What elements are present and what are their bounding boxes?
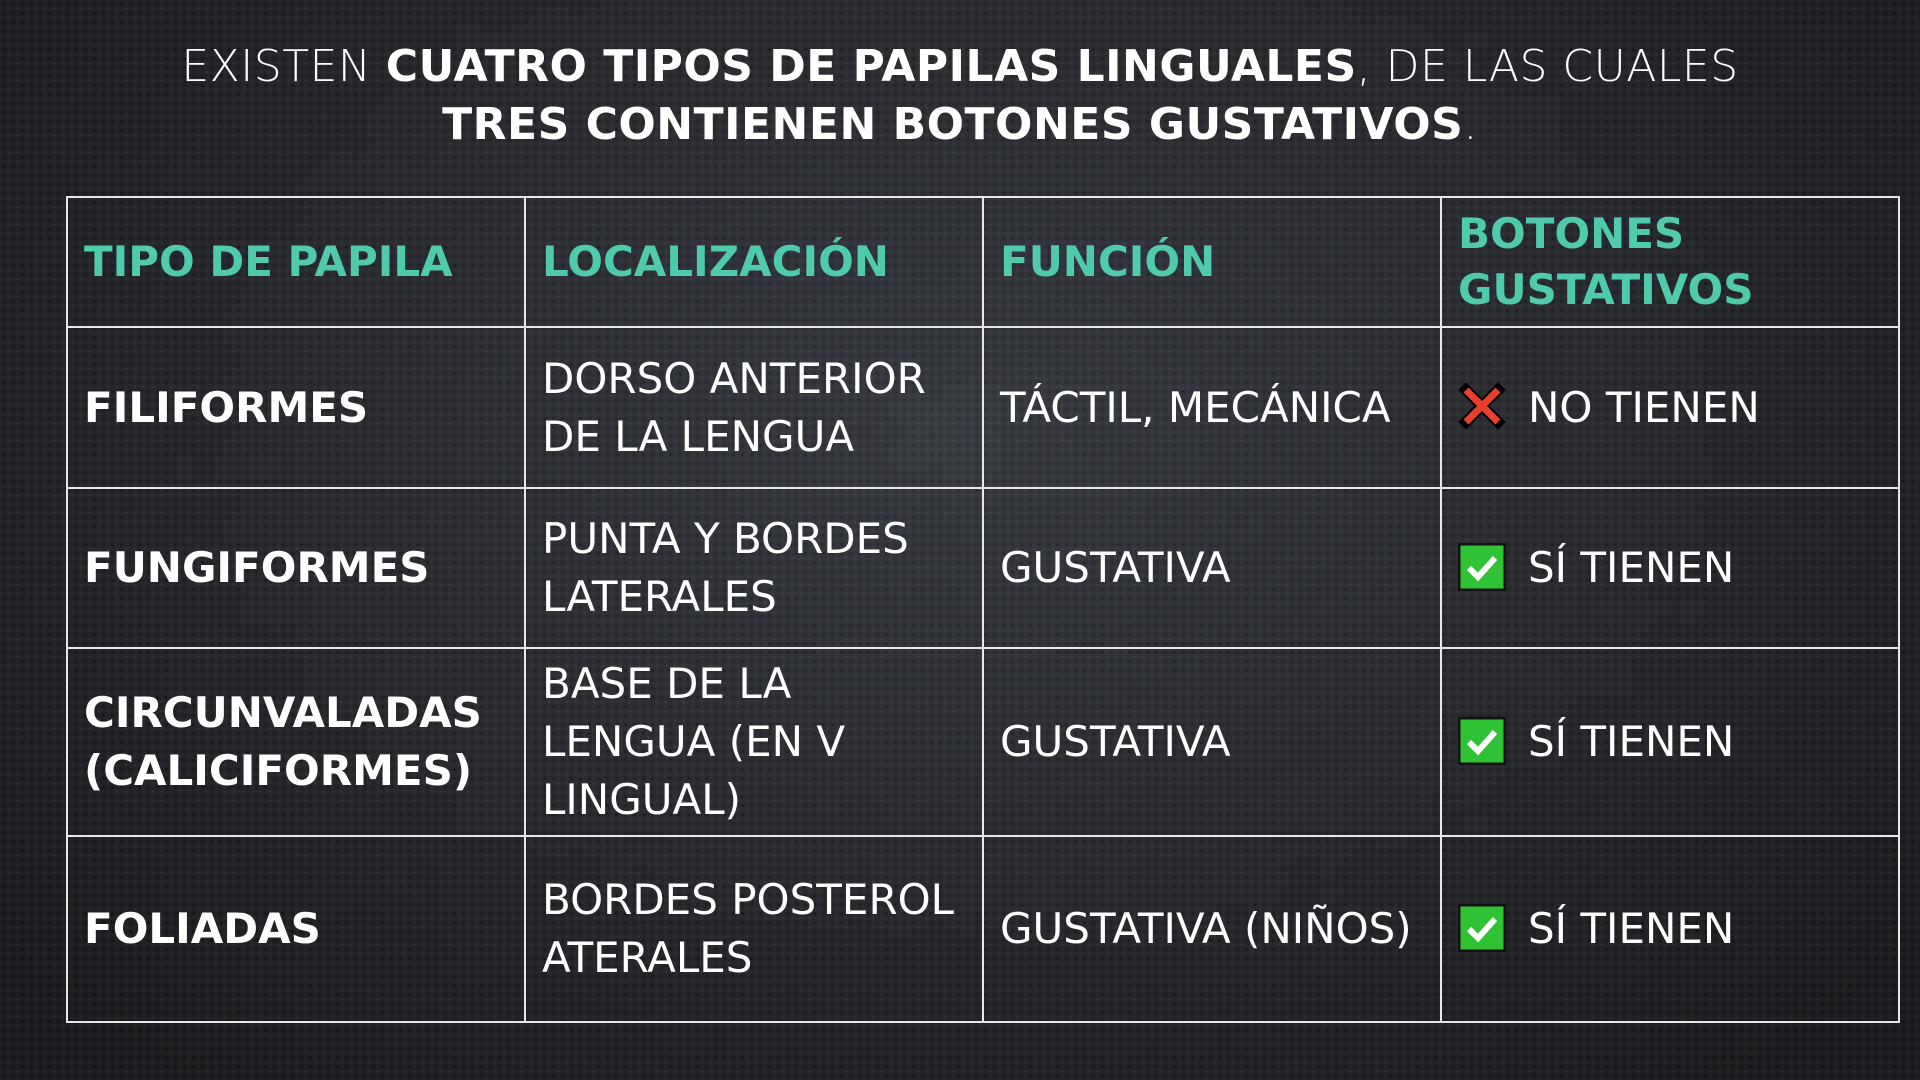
botones-text: NO TIENEN [1528, 382, 1760, 432]
title-bold: TRES CONTIENEN BOTONES GUSTATIVOS [442, 99, 1464, 150]
title-bold: CUATRO TIPOS DE PAPILAS LINGUALES [385, 41, 1357, 92]
table-row: FOLIADAS BORDES POSTEROLATERALES GUSTATI… [66, 835, 1900, 1023]
title-text: , DE LAS CUALES [1356, 41, 1739, 92]
red-x-icon [1458, 382, 1506, 430]
cell-funcion: GUSTATIVA [982, 647, 1442, 837]
cell-botones: NO TIENEN [1440, 326, 1900, 489]
table-row: CIRCUNVALADAS (CALICIFORMES) BASE DE LA … [66, 647, 1900, 837]
botones-text: SÍ TIENEN [1528, 543, 1735, 592]
cell-botones: SÍ TIENEN [1440, 835, 1900, 1023]
cell-botones: SÍ TIENEN [1440, 487, 1900, 649]
botones-text: SÍ TIENEN [1528, 904, 1735, 953]
cell-funcion: TÁCTIL, MECÁNICA [982, 326, 1442, 489]
table-header-row: TIPO DE PAPILA LOCALIZACIÓN FUNCIÓN BOTO… [66, 196, 1900, 328]
papilas-table: TIPO DE PAPILA LOCALIZACIÓN FUNCIÓN BOTO… [66, 196, 1900, 1023]
cell-funcion: GUSTATIVA (NIÑOS) [982, 835, 1442, 1023]
cell-localizacion: DORSO ANTERIOR DE LA LENGUA [524, 326, 984, 489]
green-check-icon [1458, 542, 1506, 591]
cell-localizacion: PUNTA Y BORDES LATERALES [524, 487, 984, 649]
cell-tipo: FUNGIFORMES [66, 487, 526, 649]
title-text: . [1463, 99, 1478, 150]
cell-localizacion: BORDES POSTEROLATERALES [524, 835, 984, 1023]
cell-funcion: GUSTATIVA [982, 487, 1442, 649]
cell-tipo: FOLIADAS [66, 835, 526, 1023]
header-localizacion: LOCALIZACIÓN [524, 196, 984, 328]
cell-tipo: FILIFORMES [66, 326, 526, 489]
green-check-icon [1458, 903, 1506, 952]
cell-localizacion: BASE DE LA LENGUA (EN V LINGUAL) [524, 647, 984, 837]
title-text: EXISTEN [181, 41, 386, 92]
cell-tipo: CIRCUNVALADAS (CALICIFORMES) [66, 647, 526, 837]
header-botones: BOTONES GUSTATIVOS [1440, 196, 1900, 328]
green-check-icon [1458, 716, 1506, 765]
cell-botones: SÍ TIENEN [1440, 647, 1900, 837]
botones-text: SÍ TIENEN [1528, 717, 1735, 766]
header-tipo: TIPO DE PAPILA [66, 196, 526, 328]
header-funcion: FUNCIÓN [982, 196, 1442, 328]
slide-title: EXISTEN CUATRO TIPOS DE PAPILAS LINGUALE… [0, 38, 1920, 154]
table-row: FUNGIFORMES PUNTA Y BORDES LATERALES GUS… [66, 487, 1900, 649]
table-row: FILIFORMES DORSO ANTERIOR DE LA LENGUA T… [66, 326, 1900, 489]
